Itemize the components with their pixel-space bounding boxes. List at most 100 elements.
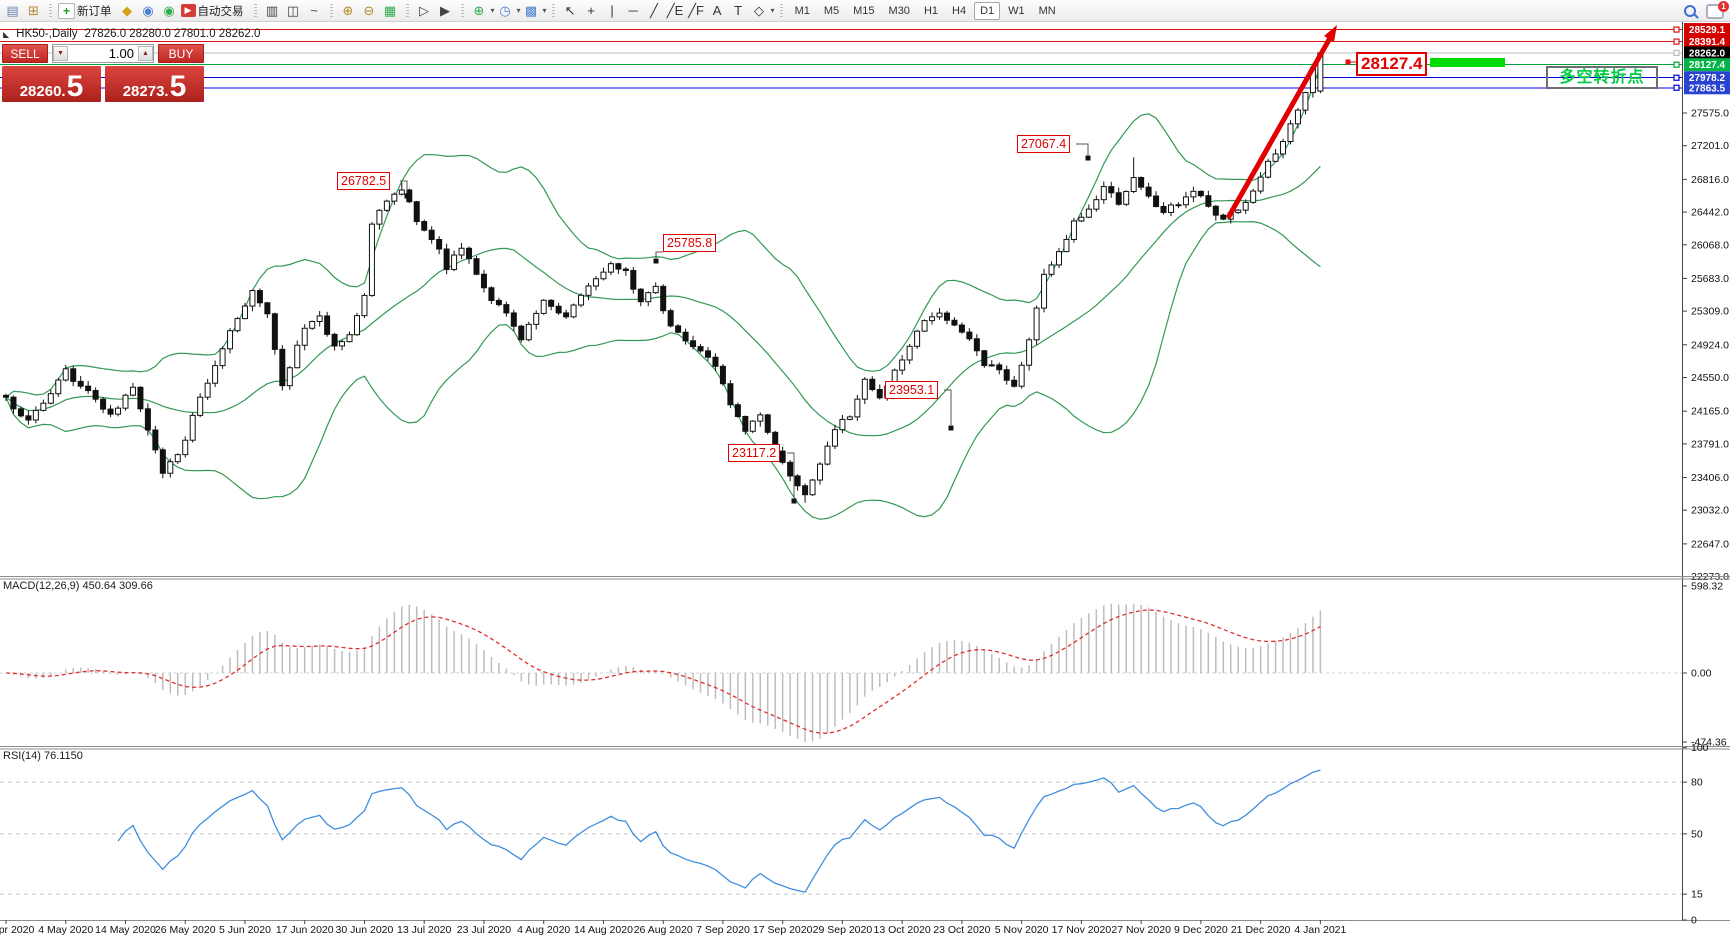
price-callout[interactable]: 26782.5 [337,172,391,190]
auto-scroll-icon[interactable]: ▷ [419,3,429,18]
svg-text:598.32: 598.32 [1691,581,1723,593]
date-label: 7 Sep 2020 [696,924,750,936]
turning-point-annotation[interactable]: 多空转折点 [1546,66,1658,89]
price-callout[interactable]: 25785.8 [663,234,717,252]
bar-chart-icon[interactable]: ▥ [265,3,279,18]
text-icon[interactable]: A [712,3,722,18]
date-label: 26 May 2020 [155,924,216,936]
toolbar-separator [405,4,409,17]
chart-window[interactable]: 27575.0 27201.0 26816.0 26442.0 26068.0 25683… [0,22,1730,943]
buy-button[interactable]: BUY [158,44,204,63]
date-label: 14 May 2020 [95,924,156,936]
svg-text:25309.0: 25309.0 [1691,306,1729,318]
indicators-icon[interactable]: ⊕ [473,3,485,18]
autotrading-label[interactable]: 自动交易 [197,5,244,18]
timeframe-m1[interactable]: M1 [794,4,810,17]
line-chart-icon[interactable]: ~ [310,3,318,18]
dropdown-arrow-icon[interactable]: ▾ [770,6,775,15]
timeframe-mn[interactable]: MN [1038,4,1056,17]
autotrading-icon[interactable]: ▶ [180,4,196,17]
trendline-icon[interactable]: ╱ [650,3,658,18]
one-click-trading-panel: SELL ▼ ▲ BUY 28260. 5 28273. 5 [2,44,208,102]
volume-decrease-button[interactable]: ▼ [53,46,68,61]
horizontal-line-icon[interactable]: ─ [628,3,638,18]
templates-icon[interactable]: ▩ [524,3,538,18]
buy-price-display[interactable]: 28273. 5 [105,66,204,102]
svg-text:23406.0: 23406.0 [1691,472,1729,484]
svg-text:0.00: 0.00 [1691,668,1712,680]
date-label: 21 Dec 2020 [1231,924,1291,936]
buy-price-main: 28273. [122,83,169,100]
signals-icon[interactable]: ◉ [163,3,175,18]
zoom-out-icon[interactable]: ⊖ [363,3,375,18]
price-callout[interactable]: 23117.2 [728,444,781,462]
macd-indicator-label: MACD(12,26,9) 450.64 309.66 [3,580,153,592]
callout-anchor-marker [653,258,659,264]
svg-text:22273.0: 22273.0 [1691,571,1729,583]
price-chart-canvas[interactable]: 27575.0 27201.0 26816.0 26442.0 26068.0 25683… [0,22,1730,943]
chat-icon[interactable]: 1 [1706,0,1729,19]
price-callout[interactable]: 23953.1 [885,381,939,399]
volume-input[interactable] [68,46,138,61]
macd-signal-line [5,609,1321,734]
timeframe-m30[interactable]: M30 [888,4,910,17]
volume-increase-button[interactable]: ▲ [138,46,153,61]
svg-text:24924.0: 24924.0 [1691,339,1729,351]
tile-windows-icon[interactable]: ▦ [383,3,397,18]
ohlc-values: 27826.0 28280.0 27801.0 28262.0 [84,28,261,40]
timeframe-m5[interactable]: M5 [823,4,840,17]
market-icon[interactable]: ◆ [122,3,132,18]
price-callout[interactable]: 27067.4 [1017,135,1071,153]
timeframe-w1[interactable]: W1 [1008,4,1025,17]
trend-arrow-head [1324,25,1337,42]
svg-text:26068.0: 26068.0 [1691,239,1729,251]
rsi-panel: 100 80 50 15 0 [0,742,1709,927]
rsi-line [117,769,1321,893]
channel-icon[interactable]: ╱E [666,3,684,18]
svg-text:15: 15 [1691,889,1703,901]
svg-text:27978.2: 27978.2 [1689,73,1726,84]
new-order-label[interactable]: 新订单 [77,5,112,18]
timeframe-h1[interactable]: H1 [923,4,938,17]
date-label: 13 Jul 2020 [397,924,451,936]
sell-price-display[interactable]: 28260. 5 [2,66,101,102]
chart-objects[interactable] [400,25,1505,504]
cursor-icon[interactable]: ↖ [564,3,576,18]
zoom-in-icon[interactable]: ⊕ [342,3,354,18]
svg-text:28529.1: 28529.1 [1689,25,1726,36]
green-highlight-bar [1430,58,1505,67]
panel-separators[interactable] [0,576,1730,921]
profile-icon[interactable]: ⊞ [28,3,39,18]
search-icon[interactable] [1684,5,1696,17]
chart-icon: ◣ [3,29,10,39]
bollinger-upper-band [5,65,1321,398]
label-icon[interactable]: T [734,3,743,18]
dropdown-arrow-icon[interactable]: ▾ [490,6,495,15]
dropdown-arrow-icon[interactable]: ▾ [516,6,521,15]
timeframe-d1[interactable]: D1 [974,1,1001,20]
main-toolbar: ▤ ⊞ + 新订单 ◆ ◉ ◉ ▶ 自动交易 ▥ ◫ ~ ⊕ ⊖ ▦ ▷ ▶ ⊕ ▾ ◷ ▾ ▩ ▾ ↖ + | ─ ╱ ╱E ╱F A T ◇… [0,0,1730,22]
periods-icon[interactable]: ◷ [499,3,511,18]
date-label: 17 Jun 2020 [276,924,334,936]
arrows-icon[interactable]: ◇ [754,3,765,18]
chart-window-icon[interactable]: ▤ [6,3,19,18]
price-callout[interactable]: 28127.4 [1356,52,1428,76]
vertical-line-icon[interactable]: | [610,3,614,18]
candlestick-icon[interactable]: ◫ [286,3,300,18]
date-label: 4 Aug 2020 [517,924,570,936]
svg-text:0: 0 [1691,915,1697,927]
community-icon[interactable]: ◉ [142,3,154,18]
chart-shift-icon[interactable]: ▶ [440,3,450,18]
callout-connector [655,251,663,258]
timeframe-m15[interactable]: M15 [853,4,875,17]
new-order-icon[interactable]: + [58,2,75,19]
sell-button[interactable]: SELL [2,44,48,63]
fibonacci-icon[interactable]: ╱F [688,3,704,18]
trend-arrow [1225,36,1333,220]
horizontal-level-lines[interactable] [0,29,1682,89]
timeframe-h4[interactable]: H4 [952,4,967,17]
price-axis[interactable]: 27575.0 27201.0 26816.0 26442.0 26068.0 25683… [1673,22,1730,920]
crosshair-icon[interactable]: + [587,3,595,18]
dropdown-arrow-icon[interactable]: ▾ [542,6,547,15]
